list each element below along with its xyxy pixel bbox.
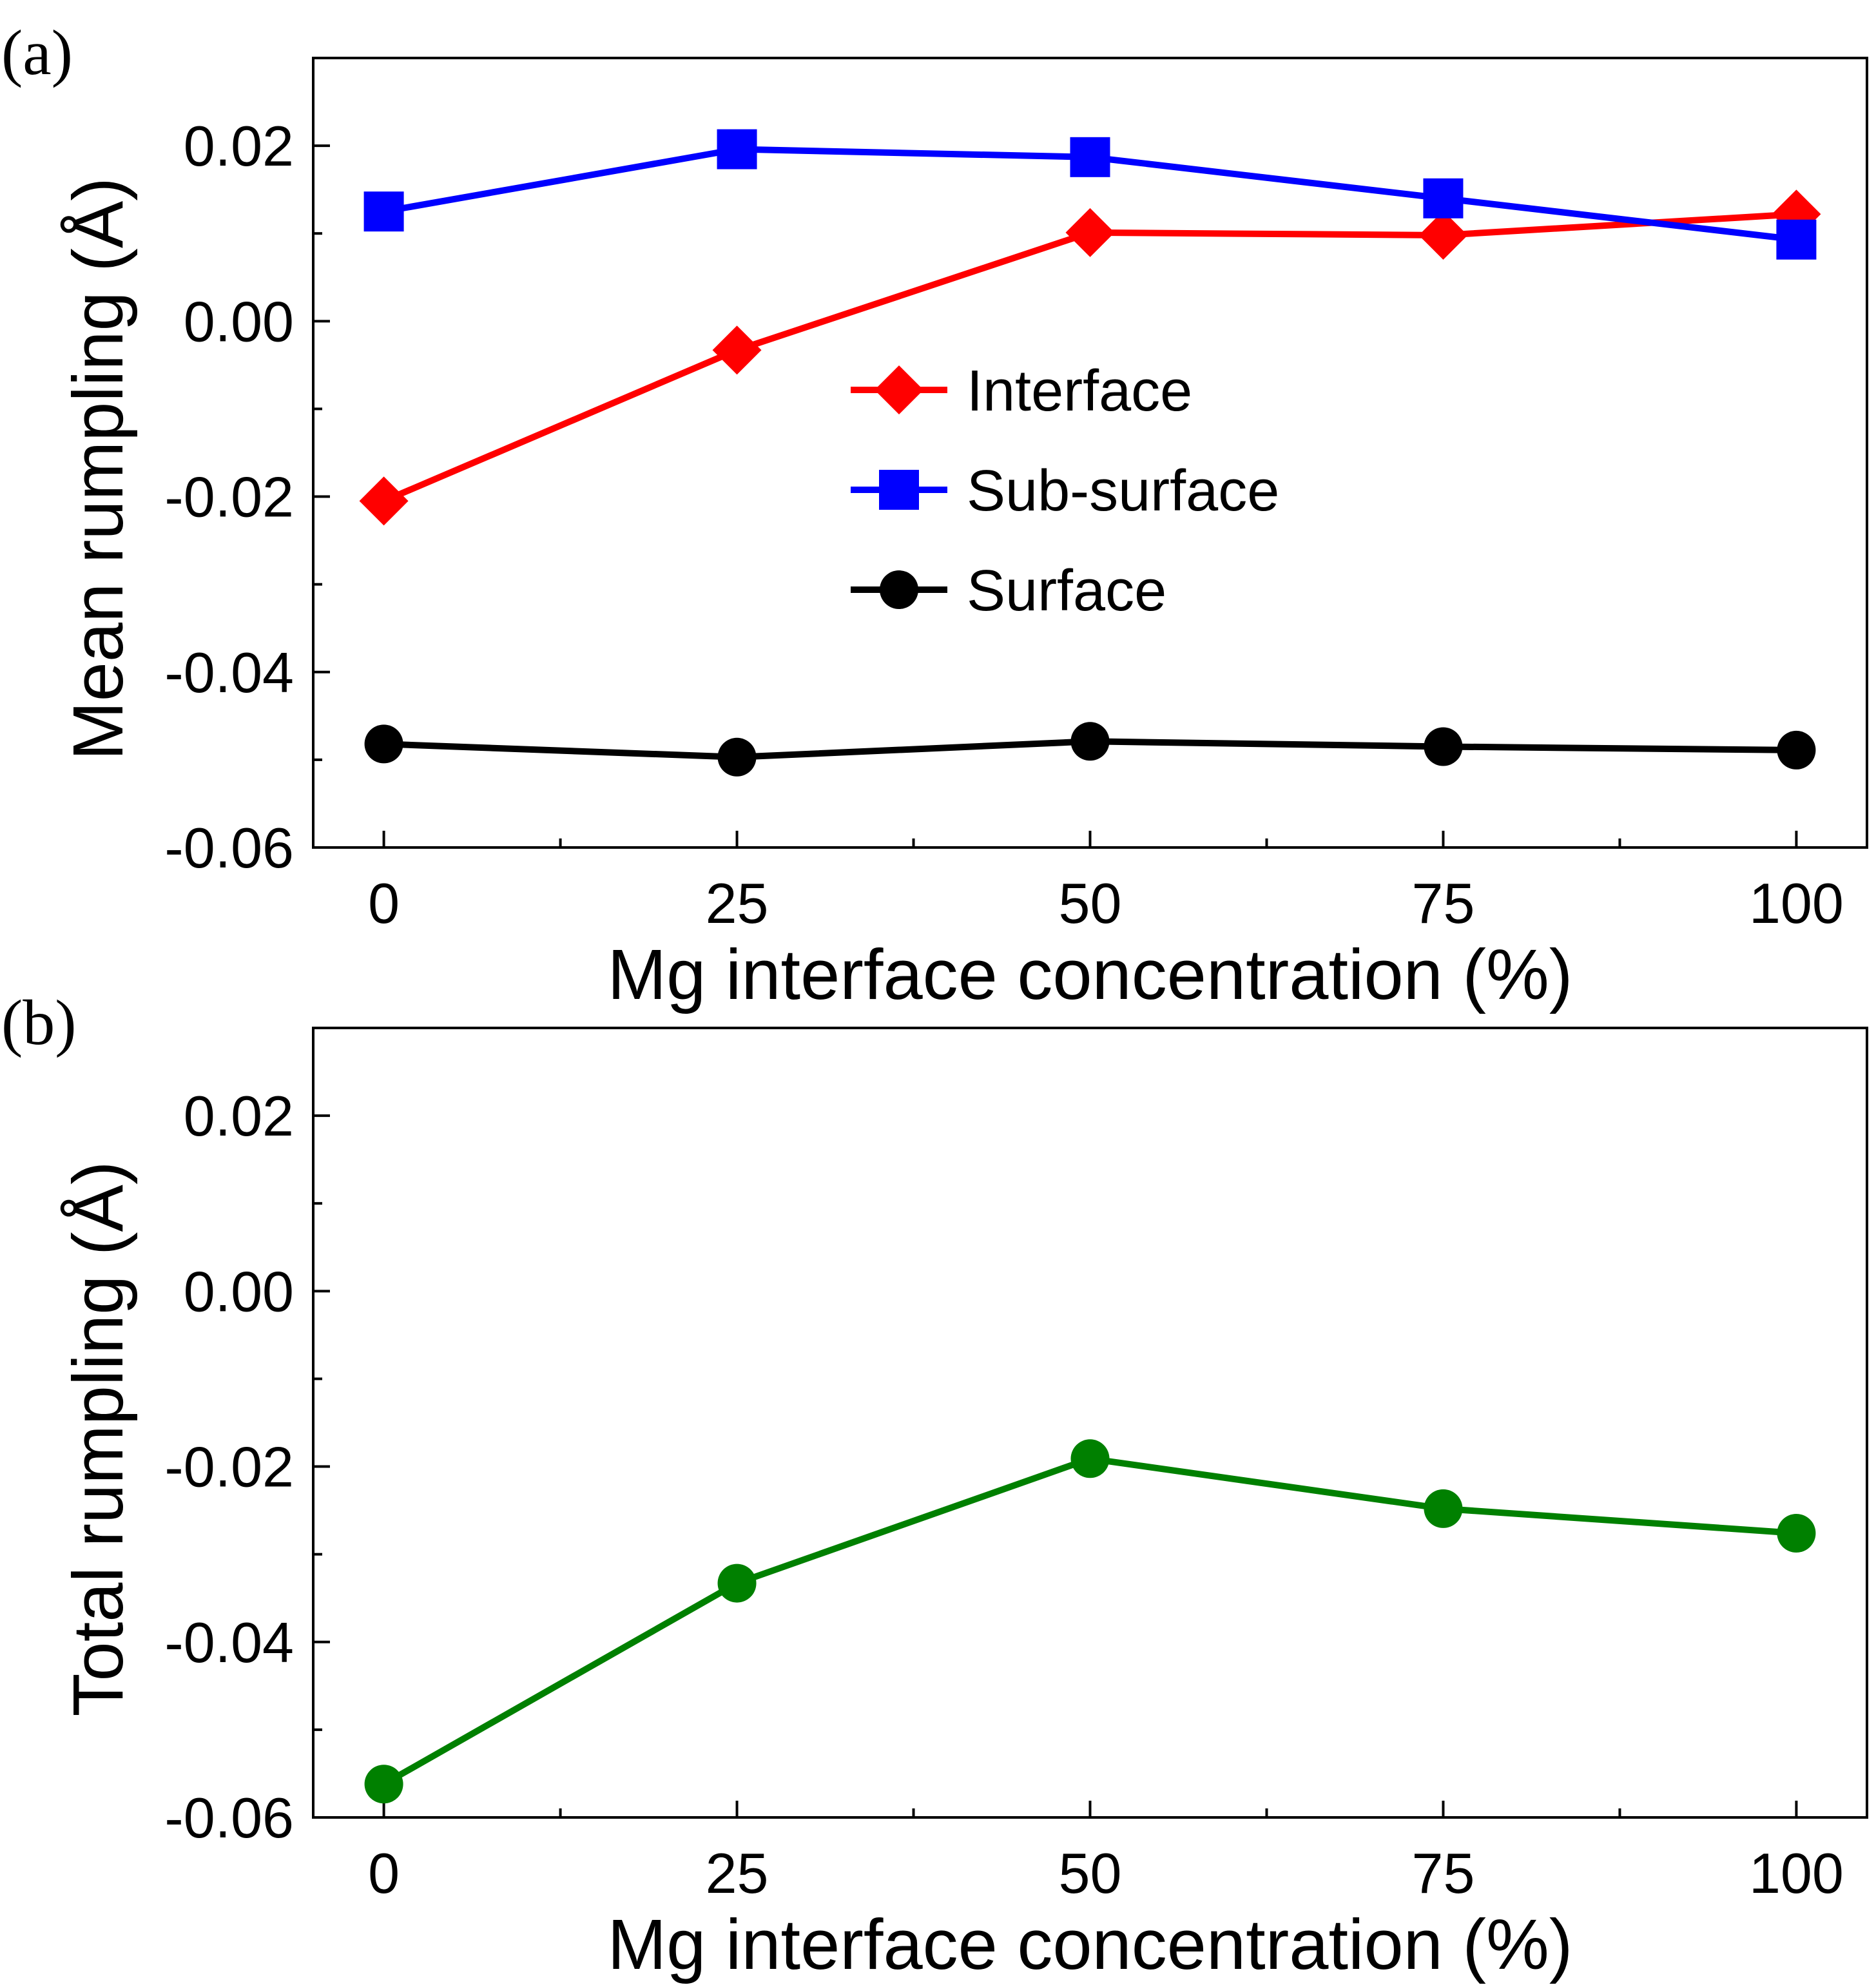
x-axis-label: Mg interface concentration (%) <box>608 1905 1573 1984</box>
x-tick-label: 50 <box>1059 871 1122 935</box>
data-point <box>1776 219 1817 260</box>
legend-marker <box>880 570 918 609</box>
data-point <box>1424 727 1463 766</box>
legend-marker <box>879 470 919 510</box>
y-tick-label: 0.02 <box>184 1084 294 1148</box>
data-point <box>712 325 762 375</box>
y-tick-label: -0.02 <box>164 1435 294 1499</box>
data-point <box>363 191 404 232</box>
x-tick-label: 0 <box>368 871 400 935</box>
chart-panel-a: 0 25 50 75 100 0.02 0.00 -0.02 -0.04 -0.06 Mg inte… <box>1 17 1868 1014</box>
legend: Interface Sub-surface Surface <box>851 359 1279 623</box>
series-line <box>382 211 1797 504</box>
x-tick-label: 25 <box>706 871 769 935</box>
x-tick-label: 75 <box>1412 871 1475 935</box>
data-point <box>1777 1514 1816 1553</box>
y-tick-label: -0.04 <box>164 641 294 704</box>
data-point <box>359 476 409 526</box>
y-axis-label: Total rumpling (Å) <box>59 1161 138 1717</box>
y-tick-label: -0.04 <box>164 1611 294 1674</box>
data-point <box>1070 137 1110 177</box>
y-axis-label: Mean rumpling (Å) <box>59 177 138 760</box>
x-tick-label: 75 <box>1412 1841 1475 1905</box>
legend-label: Sub-surface <box>967 459 1279 523</box>
panel-label: (b) <box>1 987 77 1058</box>
data-point <box>364 724 403 764</box>
data-point <box>1423 178 1464 218</box>
x-axis-label: Mg interface concentration (%) <box>608 935 1573 1014</box>
x-tick-label: 100 <box>1749 871 1844 935</box>
series-sub-surface <box>363 129 1817 260</box>
x-tick-label: 100 <box>1749 1841 1844 1905</box>
data-point <box>364 1765 403 1804</box>
legend-label: Surface <box>967 559 1166 623</box>
y-tick-label: -0.02 <box>164 465 294 529</box>
data-point <box>717 1564 757 1603</box>
data-point <box>717 129 757 169</box>
data-point <box>1418 210 1468 260</box>
x-tick-label: 50 <box>1059 1841 1122 1905</box>
data-point <box>1424 1489 1463 1528</box>
y-tick-label: 0.02 <box>184 114 294 178</box>
y-tick-label: -0.06 <box>164 1786 294 1850</box>
data-point <box>1070 1439 1110 1478</box>
data-point <box>1777 730 1816 770</box>
chart-panel-b: 0 25 50 75 100 0.02 0.00 -0.02 -0.04 -0.06 Mg inte… <box>1 987 1868 1984</box>
series-interface <box>359 189 1821 526</box>
data-point <box>1065 208 1115 257</box>
legend-label: Interface <box>967 359 1192 423</box>
series-line <box>382 1455 1797 1787</box>
x-tick-label: 0 <box>368 1841 400 1905</box>
data-point <box>717 737 757 777</box>
y-tick-label: -0.06 <box>164 816 294 880</box>
x-tick-label: 25 <box>706 1841 769 1905</box>
series-total <box>364 1439 1816 1804</box>
legend-marker <box>875 365 923 414</box>
series-surface <box>364 722 1816 777</box>
y-tick-label: 0.00 <box>184 1259 294 1323</box>
data-point <box>1070 722 1110 761</box>
panel-label: (a) <box>1 17 73 88</box>
plot-frame <box>312 1027 1868 1819</box>
y-tick-label: 0.00 <box>184 289 294 353</box>
